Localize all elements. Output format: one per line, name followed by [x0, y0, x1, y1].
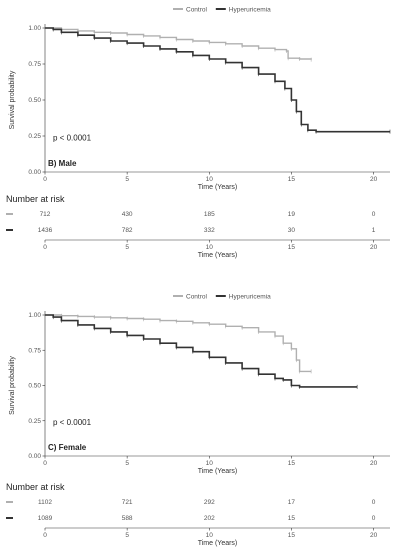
risk-cell: 30 — [288, 227, 296, 234]
risk-cell: 1089 — [38, 515, 53, 522]
x-tick-label: 10 — [206, 460, 214, 467]
risk-x-tick-label: 10 — [206, 244, 214, 251]
survival-curve-hyperuricemia — [45, 27, 390, 133]
risk-cell: 0 — [372, 211, 376, 218]
risk-x-tick-label: 15 — [288, 244, 296, 251]
risk-table-title: Number at risk — [6, 194, 65, 204]
panel-label: C) Female — [48, 443, 87, 452]
risk-cell: 782 — [122, 227, 133, 234]
legend: Control Hyperuricemia — [173, 7, 271, 14]
y-tick-label: 0.75 — [28, 347, 41, 354]
risk-cell: 19 — [288, 211, 296, 218]
y-tick-label: 0.50 — [28, 97, 41, 104]
y-tick-label: 0.50 — [28, 383, 41, 390]
risk-cell: 202 — [204, 515, 215, 522]
risk-cell: 332 — [204, 227, 215, 234]
chart-panel-1: Control Hyperuricemia 0.00 0.25 0.50 0.75 1.00… — [6, 7, 391, 259]
risk-x-axis-label: Time (Years) — [198, 252, 238, 259]
risk-x-tick-label: 0 — [43, 244, 47, 251]
x-tick-label: 20 — [370, 460, 378, 467]
x-tick-label: 5 — [125, 176, 129, 183]
risk-x-tick-label: 0 — [43, 532, 47, 539]
legend-label-1: Hyperuricemia — [229, 7, 271, 14]
y-axis-label: Survival probability — [9, 356, 16, 415]
y-tick-label: 0.25 — [28, 418, 41, 425]
x-axis-label: Time (Years) — [198, 184, 238, 191]
risk-cell: 15 — [288, 515, 296, 522]
survival-curve-control — [45, 27, 312, 60]
legend-label-0: Control — [186, 294, 208, 301]
risk-cell: 1 — [372, 227, 376, 234]
y-tick-label: 0.25 — [28, 133, 41, 140]
y-axis-label: Survival probability — [9, 70, 16, 129]
p-value: p < 0.0001 — [53, 418, 92, 427]
y-tick-label: 0.75 — [28, 61, 41, 68]
risk-cell: 0 — [372, 499, 376, 506]
y-tick-label: 1.00 — [28, 312, 41, 319]
x-tick-label: 15 — [288, 176, 296, 183]
risk-cell: 721 — [122, 499, 133, 506]
legend: Control Hyperuricemia — [173, 294, 271, 301]
risk-cell: 17 — [288, 499, 296, 506]
x-tick-label: 5 — [125, 460, 129, 467]
risk-cell: 1436 — [38, 227, 53, 234]
risk-cell: 185 — [204, 211, 215, 218]
risk-cell: 430 — [122, 211, 133, 218]
x-tick-label: 0 — [43, 460, 47, 467]
y-tick-label: 0.00 — [28, 169, 41, 176]
x-tick-label: 20 — [370, 176, 378, 183]
risk-x-axis-label: Time (Years) — [198, 540, 238, 547]
chart-panel-2: Control Hyperuricemia 0.00 0.25 0.50 0.75 1.00… — [6, 294, 390, 547]
risk-cell: 0 — [372, 515, 376, 522]
risk-cell: 712 — [40, 211, 51, 218]
x-tick-label: 10 — [206, 176, 214, 183]
risk-cell: 292 — [204, 499, 215, 506]
x-axis-label: Time (Years) — [198, 468, 238, 475]
risk-x-tick-label: 20 — [370, 532, 378, 539]
risk-x-tick-label: 15 — [288, 532, 296, 539]
risk-x-tick-label: 5 — [125, 244, 129, 251]
p-value: p < 0.0001 — [53, 133, 92, 142]
panel-label: B) Male — [48, 159, 77, 168]
risk-cell: 1102 — [38, 499, 52, 506]
legend-label-1: Hyperuricemia — [229, 294, 271, 301]
legend-label-0: Control — [186, 7, 208, 14]
risk-x-tick-label: 10 — [206, 532, 214, 539]
survival-curve-hyperuricemia — [45, 314, 358, 388]
y-tick-label: 1.00 — [28, 25, 41, 32]
risk-x-tick-label: 5 — [125, 532, 129, 539]
risk-cell: 588 — [122, 515, 133, 522]
risk-table-title: Number at risk — [6, 482, 65, 492]
survival-curve-control — [45, 314, 312, 373]
x-tick-label: 15 — [288, 460, 296, 467]
risk-x-tick-label: 20 — [370, 244, 378, 251]
y-tick-label: 0.00 — [28, 453, 41, 460]
x-tick-label: 0 — [43, 176, 47, 183]
